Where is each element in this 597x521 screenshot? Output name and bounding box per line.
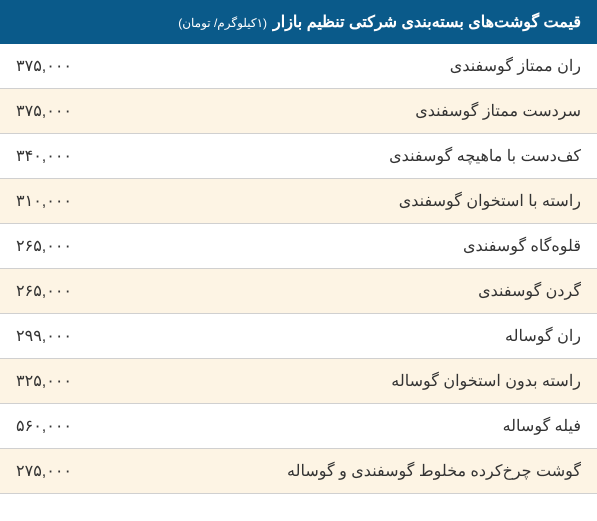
table-body: ران ممتاز گوسفندی۳۷۵,۰۰۰سردست ممتاز گوسف… bbox=[0, 44, 597, 494]
item-price: ۳۷۵,۰۰۰ bbox=[16, 56, 116, 76]
item-price: ۲۷۵,۰۰۰ bbox=[16, 461, 116, 481]
table-row: ران ممتاز گوسفندی۳۷۵,۰۰۰ bbox=[0, 44, 597, 89]
table-row: قلوه‌گاه گوسفندی۲۶۵,۰۰۰ bbox=[0, 224, 597, 269]
item-price: ۳۴۰,۰۰۰ bbox=[16, 146, 116, 166]
table-header: قیمت گوشت‌های بسته‌بندی شرکتی تنظیم بازا… bbox=[0, 0, 597, 44]
table-row: راسته بدون استخوان گوساله۳۲۵,۰۰۰ bbox=[0, 359, 597, 404]
item-name: گوشت چرخ‌کرده مخلوط گوسفندی و گوساله bbox=[116, 461, 581, 481]
item-price: ۳۱۰,۰۰۰ bbox=[16, 191, 116, 211]
item-name: گردن گوسفندی bbox=[116, 281, 581, 301]
table-row: راسته با استخوان گوسفندی۳۱۰,۰۰۰ bbox=[0, 179, 597, 224]
table-row: گوشت چرخ‌کرده مخلوط گوسفندی و گوساله۲۷۵,… bbox=[0, 449, 597, 494]
table-row: کف‌دست با ماهیچه گوسفندی۳۴۰,۰۰۰ bbox=[0, 134, 597, 179]
header-unit: (۱کیلوگرم/ تومان) bbox=[178, 16, 267, 30]
item-price: ۳۲۵,۰۰۰ bbox=[16, 371, 116, 391]
item-name: قلوه‌گاه گوسفندی bbox=[116, 236, 581, 256]
item-name: کف‌دست با ماهیچه گوسفندی bbox=[116, 146, 581, 166]
table-row: ران گوساله۲۹۹,۰۰۰ bbox=[0, 314, 597, 359]
item-name: سردست ممتاز گوسفندی bbox=[116, 101, 581, 121]
price-table: قیمت گوشت‌های بسته‌بندی شرکتی تنظیم بازا… bbox=[0, 0, 597, 494]
item-price: ۲۶۵,۰۰۰ bbox=[16, 281, 116, 301]
item-name: راسته با استخوان گوسفندی bbox=[116, 191, 581, 211]
item-name: ران ممتاز گوسفندی bbox=[116, 56, 581, 76]
table-row: گردن گوسفندی۲۶۵,۰۰۰ bbox=[0, 269, 597, 314]
item-price: ۲۹۹,۰۰۰ bbox=[16, 326, 116, 346]
table-row: سردست ممتاز گوسفندی۳۷۵,۰۰۰ bbox=[0, 89, 597, 134]
item-price: ۳۷۵,۰۰۰ bbox=[16, 101, 116, 121]
header-title: قیمت گوشت‌های بسته‌بندی شرکتی تنظیم بازا… bbox=[273, 12, 581, 32]
item-name: راسته بدون استخوان گوساله bbox=[116, 371, 581, 391]
item-price: ۵۶۰,۰۰۰ bbox=[16, 416, 116, 436]
table-row: فیله گوساله۵۶۰,۰۰۰ bbox=[0, 404, 597, 449]
item-name: ران گوساله bbox=[116, 326, 581, 346]
item-name: فیله گوساله bbox=[116, 416, 581, 436]
item-price: ۲۶۵,۰۰۰ bbox=[16, 236, 116, 256]
